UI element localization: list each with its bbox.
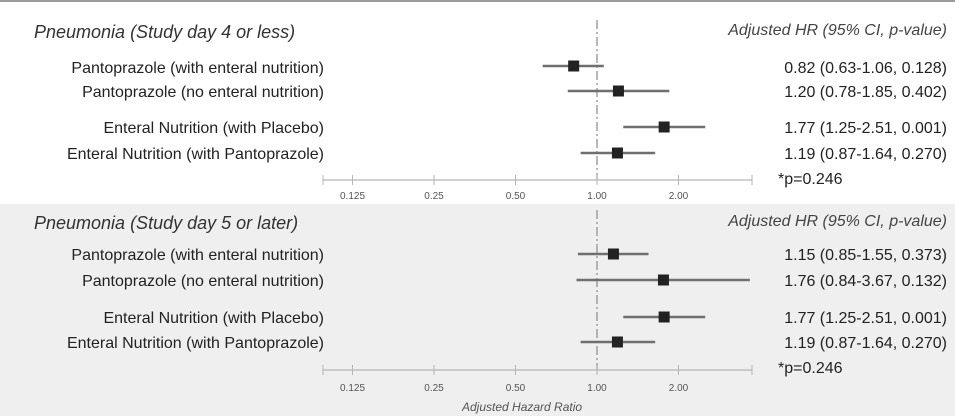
row-label: Enteral Nutrition (with Pantoprazole): [66, 335, 324, 352]
x-tick-label: 0.50: [506, 383, 526, 394]
forest-panel-late: 0.125 0.25 0.50 1.00 2.00 Pneumonia (Study d…: [0, 204, 955, 416]
x-tick-label: 0.25: [424, 383, 444, 394]
hr-marker: [658, 311, 670, 323]
x-axis-label: Adjusted Hazard Ratio: [462, 400, 583, 414]
hr-marker: [568, 60, 580, 72]
row-estimate: 1.77 (1.25-2.51, 0.001): [784, 120, 947, 137]
hr-marker: [612, 85, 624, 97]
hr-marker: [607, 248, 619, 260]
forest-panel-early: 0.125 0.25 0.50 1.00 2.00 Pneumonia (Study d…: [0, 14, 955, 204]
x-tick-label: 1.00: [587, 383, 607, 394]
hr-marker: [657, 274, 669, 286]
interaction-p-note: *p=0.246: [778, 360, 843, 377]
panel-title: Pneumonia (Study day 4 or less): [34, 22, 296, 42]
x-tick-label: 2.00: [669, 383, 689, 394]
x-tick-label: 2.00: [669, 191, 689, 202]
x-tick-label: 0.125: [340, 191, 365, 202]
x-tick-label: 0.25: [424, 191, 444, 202]
hr-marker: [658, 121, 670, 133]
interaction-p-note: *p=0.246: [778, 171, 843, 188]
top-rule: [0, 0, 955, 2]
row-label: Pantoprazole (with enteral nutrition): [71, 60, 324, 77]
row-estimate: 1.77 (1.25-2.51, 0.001): [784, 310, 947, 327]
row-label: Enteral Nutrition (with Pantoprazole): [66, 146, 324, 163]
row-label: Enteral Nutrition (with Placebo): [103, 310, 324, 327]
forest-plot-early: 0.125 0.25 0.50 1.00 2.00: [322, 20, 753, 202]
x-tick-label: 0.50: [506, 191, 526, 202]
x-tick-label: 0.125: [340, 383, 365, 394]
hr-marker: [611, 336, 623, 348]
row-estimate: 1.19 (0.87-1.64, 0.270): [784, 146, 947, 163]
row-estimate: 0.82 (0.63-1.06, 0.128): [784, 60, 947, 77]
row-label: Pantoprazole (no enteral nutrition): [82, 84, 324, 101]
row-estimate: 1.76 (0.84-3.67, 0.132): [784, 273, 947, 290]
hr-marker: [611, 147, 623, 159]
row-estimate: 1.15 (0.85-1.55, 0.373): [784, 247, 947, 264]
forest-plot-late: 0.125 0.25 0.50 1.00 2.00: [322, 210, 753, 394]
row-label: Pantoprazole (no enteral nutrition): [82, 273, 324, 290]
x-tick-label: 1.00: [587, 191, 607, 202]
row-label: Enteral Nutrition (with Placebo): [103, 120, 324, 137]
row-label: Pantoprazole (with enteral nutrition): [71, 247, 324, 264]
column-header: Adjusted HR (95% CI, p-value): [728, 213, 947, 230]
column-header: Adjusted HR (95% CI, p-value): [728, 22, 947, 39]
row-estimate: 1.19 (0.87-1.64, 0.270): [784, 335, 947, 352]
row-estimate: 1.20 (0.78-1.85, 0.402): [784, 84, 947, 101]
panel-title: Pneumonia (Study day 5 or later): [34, 213, 299, 233]
